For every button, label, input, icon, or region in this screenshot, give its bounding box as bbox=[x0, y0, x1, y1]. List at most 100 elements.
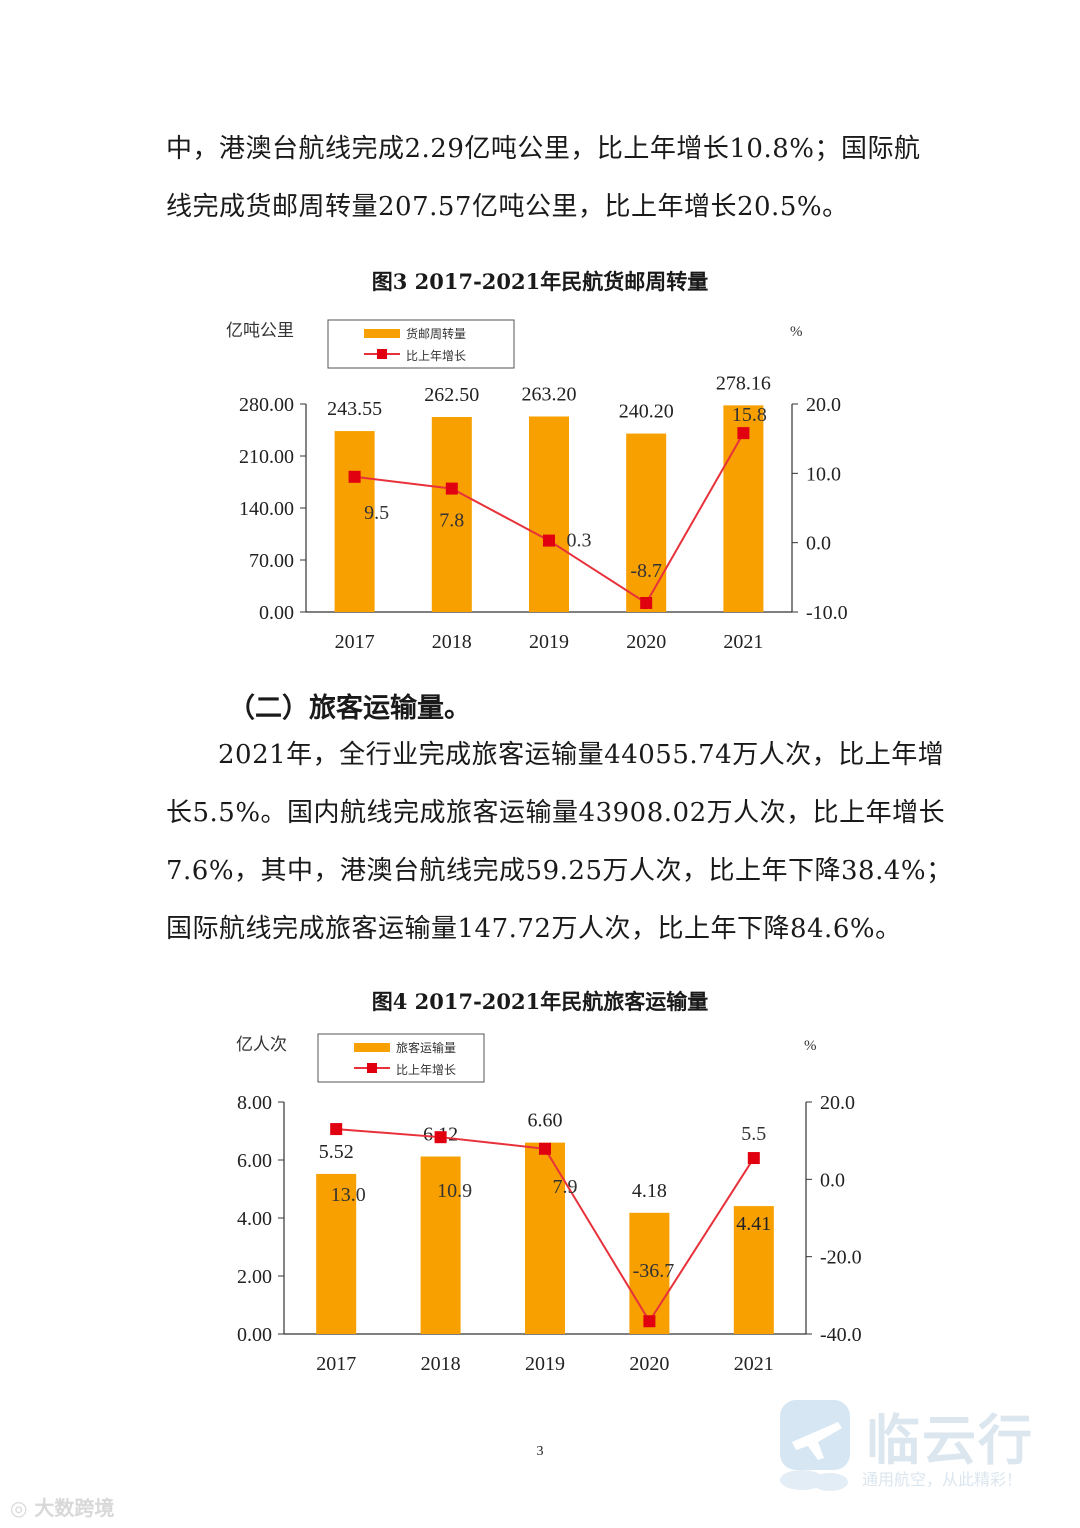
bar-value-label: 5.52 bbox=[319, 1141, 354, 1163]
growth-value-label: 7.8 bbox=[439, 510, 464, 532]
x-tick-label: 2021 bbox=[734, 1353, 774, 1375]
legend-box bbox=[327, 319, 515, 369]
growth-marker bbox=[737, 427, 750, 440]
right-tick-label: 10.0 bbox=[806, 463, 841, 485]
growth-marker bbox=[348, 470, 361, 483]
x-tick-label: 2020 bbox=[626, 631, 666, 653]
paragraph-line: 国际航线完成旅客运输量147.72万人次，比上年下降84.6%。 bbox=[166, 914, 902, 944]
x-tick-label: 2018 bbox=[432, 631, 472, 653]
bar bbox=[733, 1206, 774, 1334]
legend-swatch-marker bbox=[367, 1063, 377, 1073]
figure4-title: 图4 2017-2021年民航旅客运输量 bbox=[371, 989, 709, 1014]
growth-marker bbox=[643, 1315, 656, 1328]
growth-value-label: 7.9 bbox=[553, 1176, 578, 1198]
left-tick-label: 2.00 bbox=[237, 1266, 272, 1288]
bar bbox=[525, 1142, 565, 1334]
left-tick-label: 0.00 bbox=[237, 1324, 272, 1346]
bar-value-label: 4.41 bbox=[736, 1213, 771, 1235]
bar bbox=[723, 405, 764, 612]
right-axis-unit: % bbox=[790, 324, 803, 340]
growth-value-label: -8.7 bbox=[630, 560, 662, 582]
right-tick-label: -10.0 bbox=[806, 602, 848, 624]
right-tick-label: -20.0 bbox=[820, 1247, 862, 1269]
bar-value-label: 263.20 bbox=[522, 383, 577, 405]
paragraph-passenger-summary: 2021年，全行业完成旅客运输量44055.74万人次，比上年增 长5.5%。国… bbox=[166, 726, 953, 958]
growth-marker bbox=[539, 1142, 551, 1155]
growth-marker bbox=[434, 1131, 447, 1144]
growth-marker bbox=[640, 596, 653, 609]
left-tick-label: 70.00 bbox=[249, 550, 294, 572]
watermark-slogan: 通用航空，从此精彩！ bbox=[862, 1470, 1023, 1489]
paragraph-line: 2021年，全行业完成旅客运输量44055.74万人次，比上年增 bbox=[218, 740, 945, 770]
left-axis-unit: 亿人次 bbox=[236, 1035, 287, 1054]
watermark-left: ◎ 大数跨境 bbox=[10, 1492, 114, 1521]
bar bbox=[529, 416, 569, 612]
growth-marker bbox=[747, 1152, 760, 1165]
growth-marker bbox=[543, 534, 555, 547]
x-tick-label: 2019 bbox=[529, 631, 569, 653]
x-tick-label: 2017 bbox=[335, 631, 375, 653]
paragraph-line: 线完成货邮周转量207.57亿吨公里，比上年增长20.5%。 bbox=[166, 192, 849, 222]
x-tick-label: 2021 bbox=[723, 631, 763, 653]
bar-value-label: 240.20 bbox=[619, 401, 674, 423]
legend-label-bar: 旅客运输量 bbox=[396, 1040, 456, 1055]
bar bbox=[629, 1212, 670, 1334]
legend-label-bar: 货邮周转量 bbox=[406, 326, 466, 341]
bar-value-label: 262.50 bbox=[424, 384, 479, 406]
growth-value-label: 10.9 bbox=[437, 1180, 472, 1202]
growth-marker bbox=[445, 482, 458, 495]
page-number: 3 bbox=[536, 1444, 544, 1459]
right-axis-unit: % bbox=[804, 1038, 817, 1054]
paragraph-line: 中，港澳台航线完成2.29亿吨公里，比上年增长10.8%；国际航 bbox=[166, 134, 921, 164]
growth-value-label: 9.5 bbox=[364, 502, 389, 524]
legend-swatch-marker bbox=[377, 349, 387, 359]
figure3-title: 图3 2017-2021年民航货邮周转量 bbox=[371, 269, 709, 294]
x-tick-label: 2017 bbox=[316, 1353, 356, 1375]
left-tick-label: 8.00 bbox=[237, 1092, 272, 1114]
left-tick-label: 6.00 bbox=[237, 1150, 272, 1172]
bar bbox=[334, 431, 375, 612]
x-tick-label: 2019 bbox=[525, 1353, 565, 1375]
legend-label-line: 比上年增长 bbox=[406, 349, 466, 363]
left-tick-label: 0.00 bbox=[259, 602, 294, 624]
right-tick-label: -40.0 bbox=[820, 1324, 862, 1346]
bar bbox=[431, 417, 472, 612]
weibo-icon: ◎ bbox=[10, 1496, 35, 1520]
x-tick-label: 2018 bbox=[421, 1353, 461, 1375]
x-tick-label: 2020 bbox=[629, 1353, 669, 1375]
left-axis-unit: 亿吨公里 bbox=[226, 321, 294, 340]
bar-value-label: 6.60 bbox=[528, 1110, 563, 1132]
right-tick-label: 20.0 bbox=[806, 394, 841, 416]
paragraph-line: 7.6%，其中，港澳台航线完成59.25万人次，比上年下降38.4%； bbox=[166, 856, 953, 886]
growth-value-label: -36.7 bbox=[633, 1260, 675, 1282]
watermark-left-text: 大数跨境 bbox=[34, 1496, 115, 1520]
watermark-right: 临云行 通用航空，从此精彩！ bbox=[778, 1396, 1068, 1496]
growth-value-label: 5.5 bbox=[741, 1123, 766, 1145]
growth-value-label: 0.3 bbox=[567, 530, 592, 552]
growth-marker bbox=[330, 1123, 343, 1136]
right-tick-label: 0.0 bbox=[820, 1169, 845, 1191]
bar bbox=[420, 1156, 461, 1334]
legend-box bbox=[317, 1033, 485, 1083]
right-tick-label: 20.0 bbox=[820, 1092, 855, 1114]
section-heading: （二）旅客运输量。 bbox=[228, 693, 471, 724]
watermark-brand: 临云行 bbox=[866, 1409, 1034, 1472]
legend-swatch-bar bbox=[364, 329, 400, 338]
bar-value-label: 4.18 bbox=[632, 1180, 667, 1202]
growth-value-label: 13.0 bbox=[331, 1184, 366, 1206]
paragraph-line: 长5.5%。国内航线完成旅客运输量43908.02万人次，比上年增长 bbox=[166, 798, 946, 828]
left-tick-label: 280.00 bbox=[239, 394, 294, 416]
airplane-logo-icon bbox=[780, 1400, 850, 1491]
bar bbox=[316, 1173, 357, 1334]
legend-swatch-bar bbox=[354, 1043, 390, 1052]
legend-label-line: 比上年增长 bbox=[396, 1063, 456, 1077]
bar-value-label: 243.55 bbox=[327, 398, 382, 420]
growth-value-label: 15.8 bbox=[732, 404, 767, 426]
left-tick-label: 210.00 bbox=[239, 446, 294, 468]
bar bbox=[626, 433, 667, 612]
bar-value-label: 278.16 bbox=[716, 372, 771, 394]
left-tick-label: 140.00 bbox=[239, 498, 294, 520]
paragraph-freight-summary: 中，港澳台航线完成2.29亿吨公里，比上年增长10.8%；国际航 线完成货邮周转… bbox=[166, 120, 921, 236]
